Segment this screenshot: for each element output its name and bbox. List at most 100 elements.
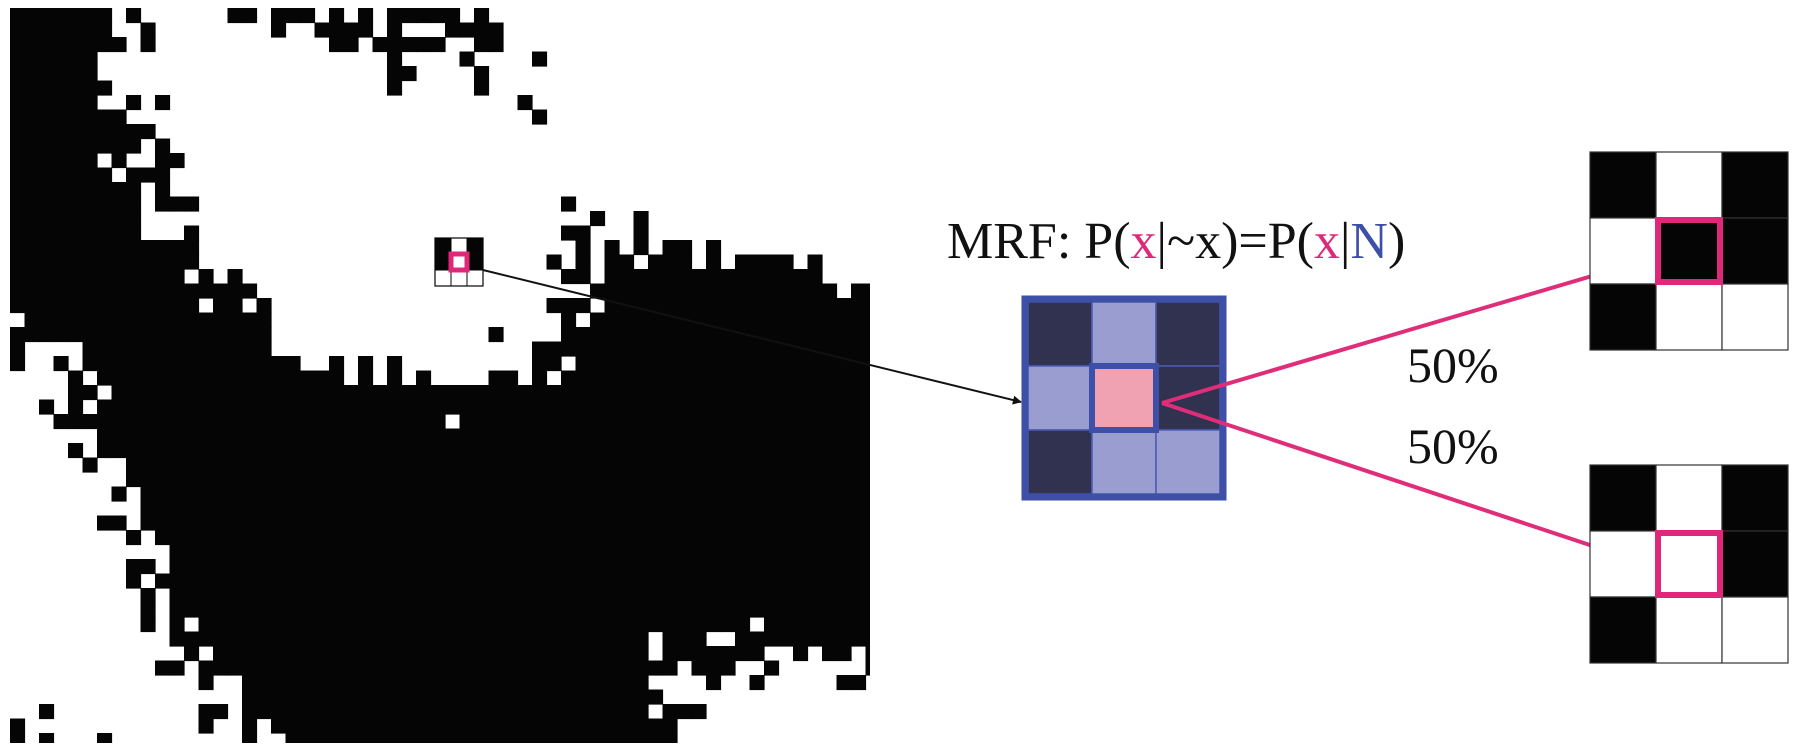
outcome-cell	[1589, 151, 1657, 219]
lattice-pixel	[662, 385, 678, 401]
lattice-pixel	[111, 283, 127, 299]
lattice-pixel	[300, 414, 316, 430]
lattice-pixel	[488, 689, 504, 705]
lattice-pixel	[662, 472, 678, 488]
lattice-pixel	[474, 689, 490, 705]
lattice-pixel	[445, 486, 461, 502]
lattice-pixel	[445, 704, 461, 720]
lattice-pixel	[677, 602, 693, 618]
lattice-pixel	[68, 269, 84, 285]
lattice-pixel	[68, 8, 84, 24]
lattice-pixel	[198, 704, 214, 720]
lattice-pixel	[358, 370, 374, 386]
lattice-pixel	[285, 660, 301, 676]
lattice-pixel	[488, 515, 504, 531]
lattice-pixel	[836, 312, 852, 328]
lattice-pixel	[343, 573, 359, 589]
lattice-pixel	[97, 80, 113, 96]
lattice-pixel	[735, 602, 751, 618]
lattice-pixel	[488, 718, 504, 734]
lattice-pixel	[169, 631, 185, 647]
lattice-pixel	[97, 414, 113, 430]
lattice-pixel	[851, 414, 867, 430]
lattice-pixel	[590, 211, 606, 227]
lattice-pixel	[575, 254, 591, 270]
lattice-pixel	[865, 515, 870, 531]
lattice-pixel	[517, 486, 533, 502]
lattice-pixel	[546, 617, 562, 633]
lattice-pixel	[10, 95, 26, 111]
lattice-pixel	[619, 254, 635, 270]
lattice-pixel	[416, 414, 432, 430]
lattice-pixel	[126, 167, 142, 183]
lattice-pixel	[764, 602, 780, 618]
outcome-probability-1: 50%	[1407, 337, 1499, 393]
lattice-pixel	[329, 443, 345, 459]
lattice-pixel	[39, 283, 55, 299]
lattice-pixel	[561, 646, 577, 662]
lattice-pixel	[778, 269, 794, 285]
lattice-pixel	[111, 109, 127, 125]
lattice-pixel	[140, 443, 156, 459]
lattice-pixel	[691, 631, 707, 647]
lattice-pixel	[227, 515, 243, 531]
lattice-pixel	[575, 573, 591, 589]
lattice-pixel	[474, 472, 490, 488]
lattice-pixel	[459, 530, 475, 546]
lattice-pixel	[430, 428, 446, 444]
lattice-pixel	[590, 544, 606, 560]
lattice-pixel	[97, 515, 113, 531]
lattice-pixel	[271, 660, 287, 676]
lattice-pixel	[401, 617, 417, 633]
lattice-pixel	[53, 196, 69, 212]
lattice-pixel	[82, 8, 98, 24]
lattice-pixel	[285, 8, 301, 24]
lattice-pixel	[242, 356, 258, 372]
lattice-pixel	[285, 443, 301, 459]
lattice-pixel	[227, 486, 243, 502]
lattice-pixel	[213, 298, 229, 314]
lattice-pixel	[314, 501, 330, 517]
lattice-pixel	[561, 501, 577, 517]
lattice-pixel	[807, 602, 823, 618]
lattice-pixel	[111, 196, 127, 212]
lattice-pixel	[82, 240, 98, 256]
lattice-pixel	[198, 588, 214, 604]
lattice-pixel	[749, 298, 765, 314]
lattice-pixel	[285, 573, 301, 589]
lattice-pixel	[561, 385, 577, 401]
lattice-pixel	[285, 733, 301, 743]
lattice-pixel	[822, 559, 838, 575]
lattice-pixel	[793, 588, 809, 604]
lattice-pixel	[401, 66, 417, 82]
lattice-pixel	[474, 37, 490, 53]
lattice-pixel	[532, 443, 548, 459]
lattice-pixel	[271, 602, 287, 618]
lattice-pixel	[53, 269, 69, 285]
lattice-pixel	[662, 399, 678, 415]
lattice-pixel	[401, 501, 417, 517]
neighborhood-cell	[1027, 429, 1093, 495]
lattice-pixel	[140, 399, 156, 415]
lattice-pixel	[198, 617, 214, 633]
lattice-pixel	[242, 559, 258, 575]
lattice-pixel	[561, 559, 577, 575]
lattice-pixel	[343, 399, 359, 415]
lattice-pixel	[706, 240, 722, 256]
lattice-pixel	[488, 457, 504, 473]
lattice-pixel	[749, 443, 765, 459]
lattice-pixel	[633, 225, 649, 241]
lattice-pixel	[430, 704, 446, 720]
lattice-pixel	[24, 124, 40, 140]
lattice-pixel	[865, 370, 870, 386]
lattice-pixel	[10, 8, 26, 24]
lattice-pixel	[68, 196, 84, 212]
lattice-pixel	[633, 341, 649, 357]
lattice-pixel	[227, 472, 243, 488]
lattice-pixel	[271, 704, 287, 720]
lattice-pixel	[155, 472, 171, 488]
lattice-pixel	[648, 501, 664, 517]
lattice-pixel	[242, 486, 258, 502]
lattice-pixel	[329, 428, 345, 444]
lattice-pixel	[749, 573, 765, 589]
